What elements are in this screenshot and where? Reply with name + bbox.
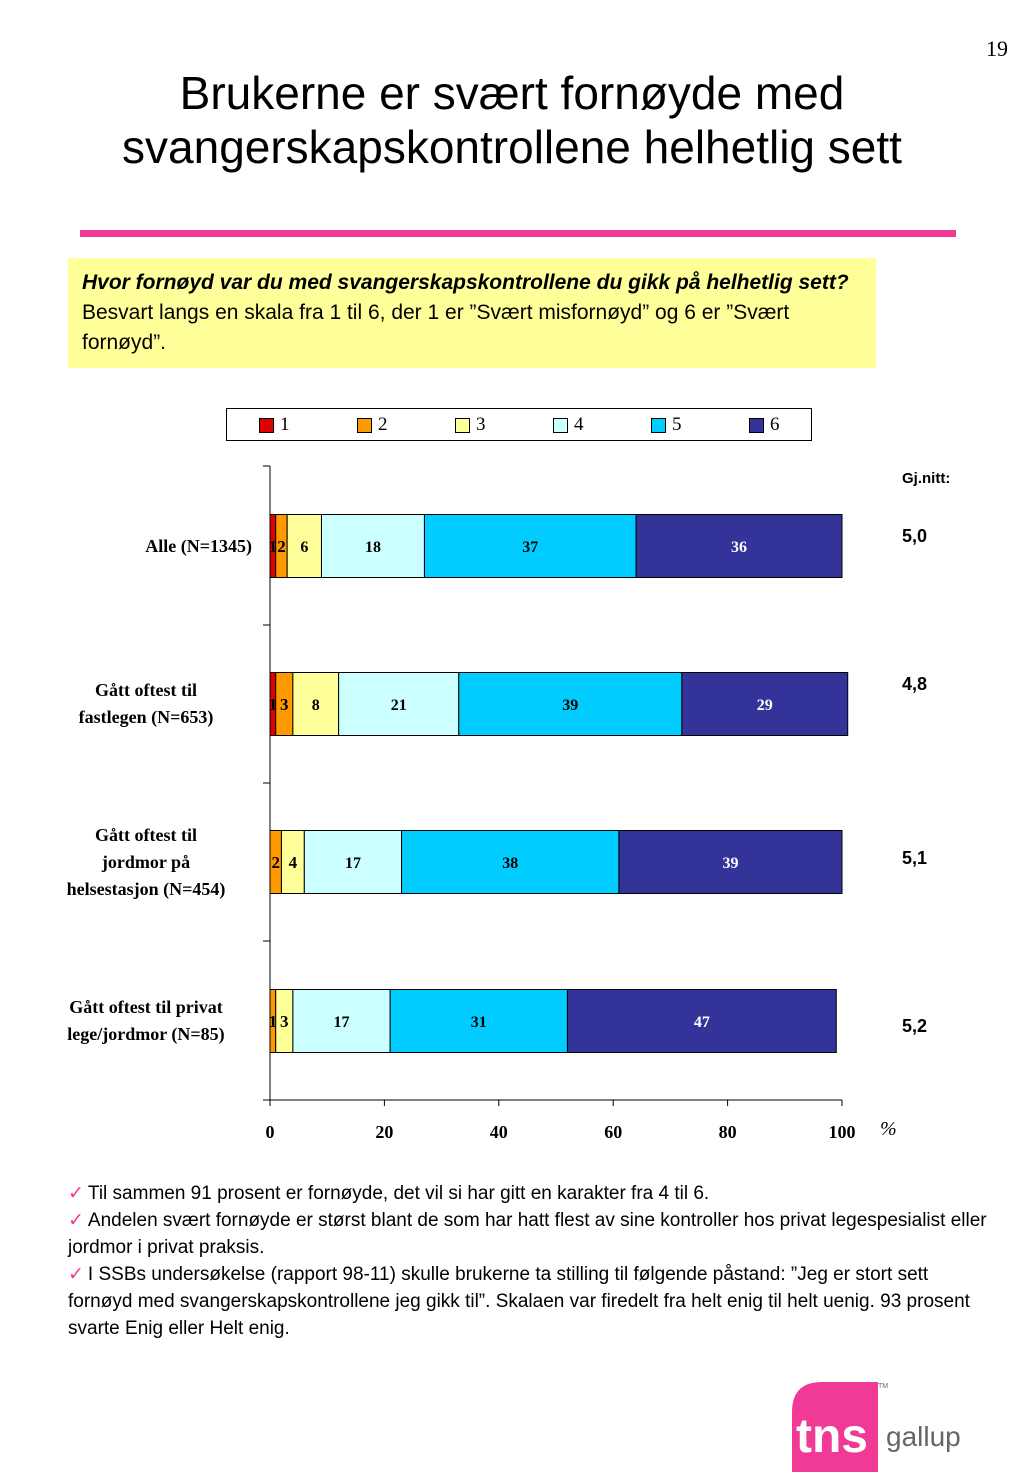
legend-item-6: 6 [749, 414, 780, 436]
bar-segment [566, 989, 837, 1053]
page-number: 19 [986, 36, 1008, 61]
question-text-bold: Hvor fornøyd var du med svangerskapskont… [82, 271, 849, 294]
bar-segment [303, 830, 403, 894]
data-label: 47 [694, 1014, 710, 1031]
note-1: ✓ Til sammen 91 prosent er fornøyde, det … [68, 1183, 710, 1204]
note-3: ✓ I SSBs undersøkelse (rapport 98-11) sku… [68, 1264, 970, 1339]
average-value: 5,2 [902, 1016, 928, 1036]
data-label: 38 [502, 855, 518, 872]
data-label: 3 [280, 695, 289, 714]
data-label: 37 [522, 539, 538, 556]
data-label: 39 [562, 697, 578, 714]
note-2: ✓ Andelen svært fornøyde er størst blant … [68, 1210, 987, 1258]
average-header: Gj.nitt: [902, 470, 951, 487]
svg-text:gallup: gallup [886, 1421, 961, 1452]
tns-gallup-logo: tns gallup TM [792, 1382, 961, 1472]
checkmark-icon: ✓ [68, 1210, 84, 1231]
legend-swatch [455, 417, 470, 433]
legend-swatch [357, 417, 372, 433]
x-axis-unit: % [880, 1118, 897, 1140]
x-tick-label: 80 [719, 1122, 737, 1142]
x-tick-label: 40 [490, 1122, 508, 1142]
title-line-1: Brukerne er svært fornøyde med [179, 67, 845, 119]
legend-item-5: 5 [651, 414, 682, 436]
legend-label: 3 [476, 414, 486, 435]
chart-legend: 1 2 3 4 5 6 [226, 408, 812, 441]
x-tick-label: 20 [375, 1122, 393, 1142]
data-label: 2 [271, 853, 280, 872]
average-value: 5,0 [902, 526, 928, 546]
bar-segment [458, 672, 683, 736]
legend-label: 5 [672, 414, 682, 435]
data-label: 17 [345, 855, 361, 872]
data-label: 1 [269, 537, 278, 556]
bar-segment [618, 830, 843, 894]
legend-item-4: 4 [553, 414, 584, 436]
page-title: Brukerne er svært fornøyde med svangersk… [0, 66, 1024, 174]
category-label: Alle (N=1345) [145, 535, 252, 556]
legend-swatch [259, 417, 274, 433]
data-label: 1 [269, 1012, 278, 1031]
average-value: 4,8 [902, 674, 928, 694]
data-label: 18 [365, 539, 381, 556]
data-label: 3 [280, 1012, 289, 1031]
bar-segment [292, 672, 340, 736]
category-label: Gått oftest til privat lege/jordmor (N=85… [67, 997, 225, 1044]
legend-label: 4 [574, 414, 584, 435]
legend-item-1: 1 [259, 414, 290, 436]
bar-segment [423, 514, 637, 578]
title-line-2: svangerskapskontrollene helhetlig sett [122, 121, 902, 173]
bar-segment [681, 672, 849, 736]
category-label: Gått oftest til fastlegen (N=653) [78, 680, 214, 727]
legend-swatch [749, 417, 764, 433]
x-tick-label: 0 [266, 1122, 275, 1142]
bar-segment [338, 672, 460, 736]
legend-item-3: 3 [455, 414, 486, 436]
legend-swatch [651, 417, 666, 433]
checkmark-icon: ✓ [68, 1264, 84, 1285]
x-tick-label: 100 [829, 1122, 856, 1142]
legend-label: 6 [770, 414, 780, 435]
question-text-rest: Besvart langs en skala fra 1 til 6, der … [82, 301, 790, 354]
data-label: 29 [757, 697, 773, 714]
notes: ✓ Til sammen 91 prosent er fornøyde, det … [68, 1180, 988, 1342]
bar-segment [292, 989, 391, 1053]
bar-segment [635, 514, 843, 578]
checkmark-icon: ✓ [68, 1183, 84, 1204]
data-label: 4 [289, 853, 298, 872]
svg-text:TM: TM [878, 1383, 888, 1390]
bar-segment [320, 514, 425, 578]
bar-segment [389, 989, 568, 1053]
data-label: 31 [471, 1014, 487, 1031]
legend-swatch [553, 417, 568, 433]
legend-label: 1 [280, 414, 290, 435]
data-label: 17 [334, 1014, 350, 1031]
legend-item-2: 2 [357, 414, 388, 436]
svg-text:tns: tns [796, 1410, 868, 1463]
average-value: 5,1 [902, 848, 928, 868]
data-label: 1 [269, 695, 278, 714]
data-label: 2 [277, 537, 286, 556]
title-divider [80, 230, 956, 237]
data-label: 8 [312, 697, 320, 714]
category-label: Gått oftest til jordmor på helsestasjon (N… [66, 824, 226, 899]
data-label: 36 [731, 539, 747, 556]
legend-label: 2 [378, 414, 388, 435]
question-box: Hvor fornøyd var du med svangerskapskont… [68, 258, 876, 368]
data-label: 6 [300, 539, 308, 556]
bar-segment [286, 514, 322, 578]
data-label: 39 [722, 855, 738, 872]
data-label: 21 [391, 697, 407, 714]
x-tick-label: 60 [604, 1122, 622, 1142]
